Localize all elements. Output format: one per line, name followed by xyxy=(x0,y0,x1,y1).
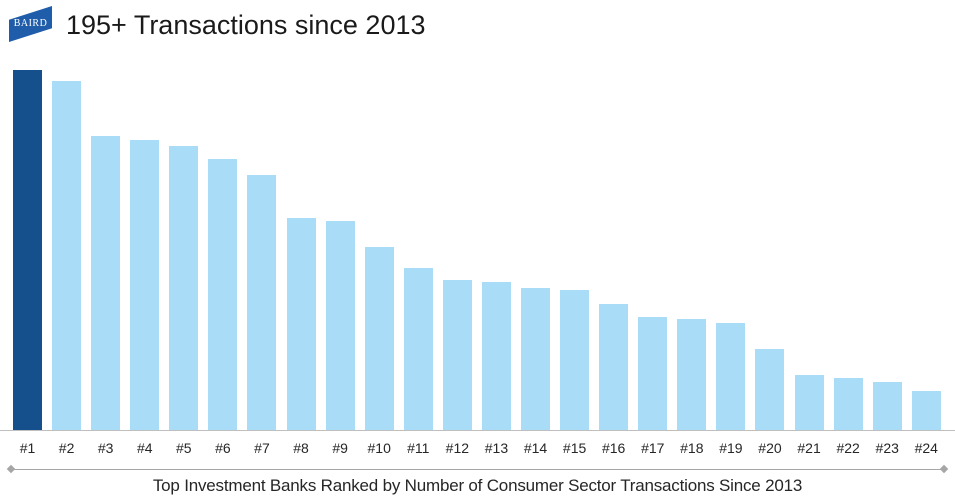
bar-rank-10 xyxy=(364,247,394,430)
bar-chart xyxy=(0,70,955,430)
x-tick-label-8: #8 xyxy=(293,440,309,456)
x-tick-label-24: #24 xyxy=(914,440,938,456)
x-tick-label-7: #7 xyxy=(254,440,270,456)
bar-rank-16 xyxy=(599,304,629,430)
bar-rank-3 xyxy=(91,136,121,430)
x-tick-label-21: #21 xyxy=(797,440,821,456)
bar-rank-4 xyxy=(130,140,160,430)
bar-rank-11 xyxy=(403,268,433,430)
x-tick-label-1: #1 xyxy=(19,440,36,456)
bar-rank-12 xyxy=(442,280,472,430)
footer-divider-line xyxy=(10,469,945,470)
x-tick-label-15: #15 xyxy=(562,440,587,456)
chart-caption: Top Investment Banks Ranked by Number of… xyxy=(152,476,803,495)
bar-rank-7 xyxy=(247,175,277,430)
bar-rank-21 xyxy=(794,375,824,430)
x-tick-label-4: #4 xyxy=(136,440,153,456)
bar-rank-13 xyxy=(481,282,511,430)
x-axis-labels: #1 #2 #3 #4 #5 #6 #7 #8 #9 #10 #11 #12 #13 #14 #15 #16 #… xyxy=(0,440,955,456)
x-tick-label-9: #9 xyxy=(332,440,348,456)
bar-rank-15 xyxy=(560,290,590,430)
bar-rank-1 xyxy=(13,70,42,430)
x-tick-label-12: #12 xyxy=(445,440,470,456)
x-tick-label-2: #2 xyxy=(58,440,75,456)
x-tick-label-22: #22 xyxy=(836,440,860,456)
bar-rank-18 xyxy=(677,319,707,430)
x-tick-label-19: #19 xyxy=(719,440,743,456)
bar-rank-8 xyxy=(286,218,316,430)
x-tick-label-10: #10 xyxy=(367,440,391,456)
x-axis-line xyxy=(0,430,955,431)
bar-rank-23 xyxy=(872,382,902,430)
x-tick-label-5: #5 xyxy=(176,440,192,456)
divider-diamond-right xyxy=(939,464,949,474)
baird-logo-text: BAIRD xyxy=(13,17,48,29)
bar-rank-17 xyxy=(638,317,668,430)
bar-rank-20 xyxy=(755,349,785,430)
baird-logo: BAIRD xyxy=(9,5,52,43)
x-tick-label-20: #20 xyxy=(758,440,782,456)
bar-rank-19 xyxy=(716,323,746,430)
page-title: 195+ Transactions since 2013 xyxy=(66,10,426,40)
x-tick-label-11: #11 xyxy=(407,440,430,456)
x-tick-label-23: #23 xyxy=(875,440,899,456)
divider-diamond-left xyxy=(6,464,16,474)
x-tick-label-17: #17 xyxy=(641,440,665,456)
x-tick-label-3: #3 xyxy=(97,440,114,456)
x-tick-label-13: #13 xyxy=(484,440,509,456)
x-tick-label-16: #16 xyxy=(601,440,626,456)
bar-rank-14 xyxy=(521,288,551,430)
bar-rank-5 xyxy=(169,146,199,430)
x-tick-label-18: #18 xyxy=(680,440,704,456)
bar-rank-24 xyxy=(911,391,941,430)
bar-rank-6 xyxy=(208,159,238,430)
bar-rank-9 xyxy=(325,221,355,430)
x-tick-label-14: #14 xyxy=(523,440,548,456)
x-tick-label-6: #6 xyxy=(215,440,231,456)
bar-rank-22 xyxy=(833,378,863,430)
bar-rank-2 xyxy=(52,81,82,430)
